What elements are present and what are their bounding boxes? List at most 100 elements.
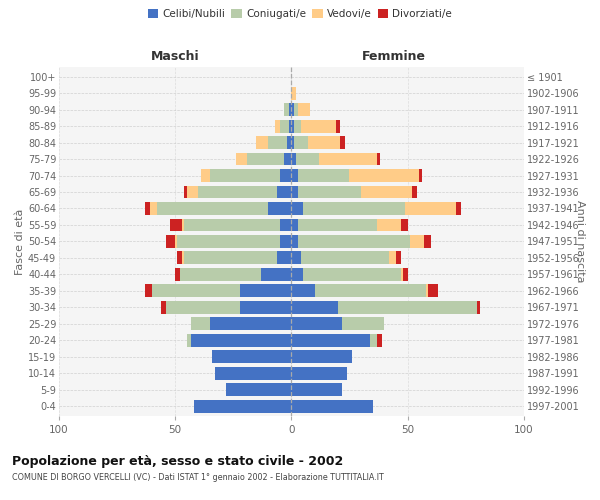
Bar [292,218,407,232]
Bar [215,366,292,380]
Bar [292,136,345,149]
Bar [292,169,298,182]
Bar [292,284,314,297]
Bar [292,366,347,380]
Bar [226,383,292,396]
Bar [292,252,389,264]
Bar [292,366,347,380]
Bar [170,218,292,232]
Bar [240,284,292,297]
Bar [292,318,343,330]
Bar [261,268,292,281]
Bar [292,318,385,330]
Bar [152,284,292,297]
Bar [184,252,292,264]
Bar [292,268,403,281]
Bar [292,366,347,380]
Bar [292,400,373,412]
Bar [292,186,298,198]
Bar [292,202,457,215]
Bar [166,301,292,314]
Bar [292,120,301,132]
Bar [292,350,352,363]
Bar [256,136,292,149]
Bar [292,284,428,297]
Bar [292,400,373,412]
Bar [210,169,292,182]
Bar [292,169,349,182]
Bar [287,136,292,149]
Bar [145,284,292,297]
Bar [292,152,319,166]
Bar [292,301,479,314]
Bar [275,120,292,132]
Bar [212,350,292,363]
Bar [236,152,292,166]
Bar [292,235,424,248]
Bar [191,318,292,330]
Bar [292,268,401,281]
Bar [292,252,396,264]
Bar [292,252,401,264]
Bar [292,136,340,149]
Bar [292,218,298,232]
Bar [194,400,292,412]
Bar [292,120,340,132]
Bar [292,103,293,116]
Bar [280,235,292,248]
Bar [175,268,292,281]
Bar [292,103,310,116]
Bar [187,334,292,346]
Bar [194,400,292,412]
Bar [226,383,292,396]
Text: Femmine: Femmine [362,50,425,64]
Bar [292,334,370,346]
Bar [289,103,292,116]
Bar [149,202,292,215]
Bar [215,366,292,380]
Bar [292,284,426,297]
Bar [182,252,292,264]
Bar [292,350,352,363]
Bar [292,235,410,248]
Bar [191,318,292,330]
Bar [292,383,343,396]
Bar [240,301,292,314]
Bar [277,252,292,264]
Bar [292,383,343,396]
Bar [292,103,310,116]
Bar [292,136,308,149]
Bar [292,152,296,166]
Bar [157,202,292,215]
Bar [268,202,292,215]
Bar [194,400,292,412]
Bar [292,87,296,100]
Bar [292,120,293,132]
Bar [215,366,292,380]
Bar [292,301,478,314]
Bar [210,318,292,330]
Bar [201,169,292,182]
Bar [292,400,373,412]
Bar [191,334,292,346]
Bar [292,318,385,330]
Bar [152,284,292,297]
Bar [292,218,377,232]
Bar [284,103,292,116]
Bar [226,383,292,396]
Bar [212,350,292,363]
Bar [145,202,292,215]
Bar [215,366,292,380]
Bar [292,268,407,281]
Bar [292,334,382,346]
Bar [191,318,292,330]
Bar [268,136,292,149]
Bar [175,235,292,248]
Bar [289,120,292,132]
Bar [178,252,292,264]
Bar [194,400,292,412]
Bar [182,218,292,232]
Bar [292,186,361,198]
Bar [256,136,292,149]
Bar [247,152,292,166]
